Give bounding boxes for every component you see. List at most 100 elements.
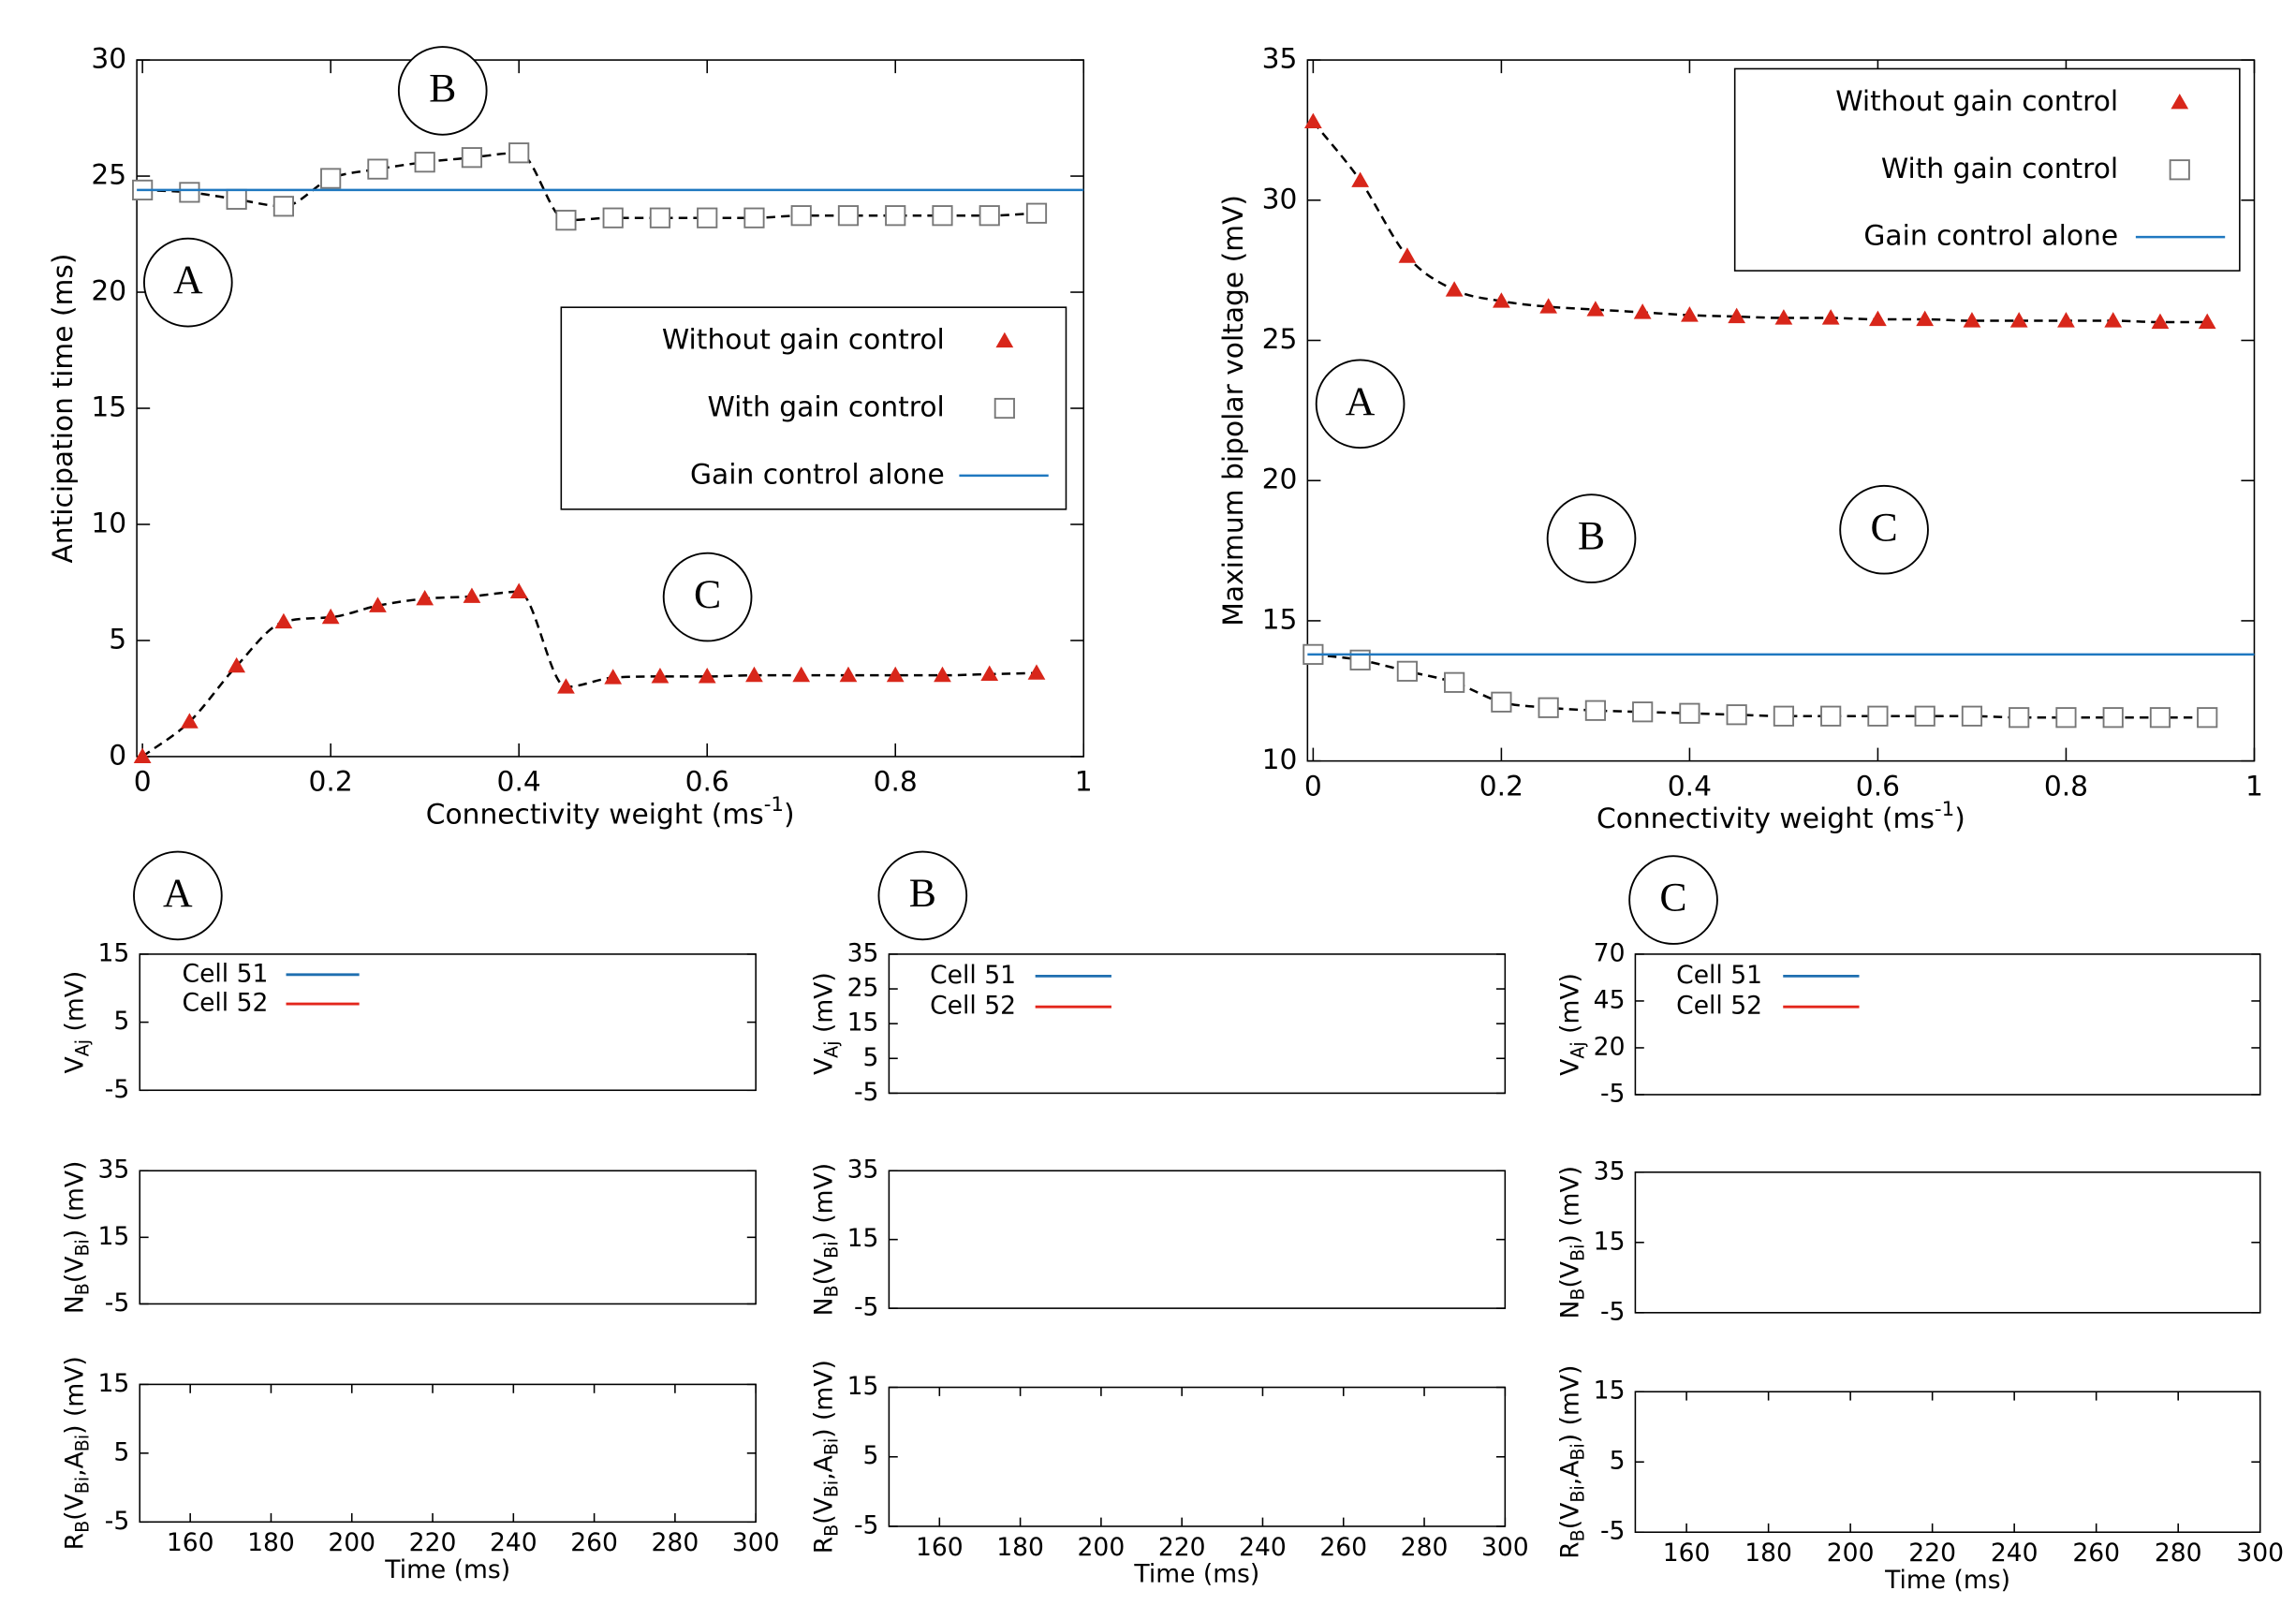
x-tick-label: 200: [1827, 1539, 1875, 1568]
y-tick-label: 45: [1594, 985, 1626, 1014]
plot-frame: [1634, 953, 2261, 1096]
legend-label: Without gain control: [662, 324, 945, 357]
legend-label: Cell 51: [930, 961, 1016, 990]
axis-label: Time (ms): [1884, 1565, 2010, 1594]
legend-label: With gain control: [1881, 153, 2118, 185]
plot-frame: [888, 1170, 1507, 1309]
legend-label: With gain control: [707, 391, 944, 424]
y-tick-label: 35: [1262, 43, 1298, 76]
label-script: Aj: [71, 1039, 93, 1056]
axis-label: VAj (mV): [1555, 973, 1588, 1076]
axis-label: Anticipation time (ms): [46, 254, 79, 564]
x-tick-label: 1: [1075, 766, 1093, 799]
label-part: V: [1555, 1059, 1584, 1076]
label-part: ) (mV): [809, 1360, 838, 1438]
fit-curve: [141, 590, 1038, 758]
plot-frame: [139, 1383, 757, 1524]
triangle-marker: [839, 666, 858, 683]
axis-label: Connectivity weight (ms-1): [426, 793, 795, 831]
x-tick-label: 280: [652, 1528, 699, 1557]
label-script: Bi: [71, 1477, 93, 1494]
legend-label: Cell 52: [1676, 992, 1762, 1021]
square-marker: [226, 188, 247, 210]
triangle-marker: [651, 668, 670, 684]
square-marker: [1961, 705, 1983, 727]
y-tick-label: -5: [1600, 1079, 1625, 1108]
label-part: Time (ms): [384, 1554, 510, 1583]
axis-label: RB(VBi,ABi) (mV): [1555, 1365, 1588, 1559]
label-part: R: [1555, 1541, 1584, 1558]
label-part: (mV): [60, 971, 89, 1039]
annotation: C: [1870, 505, 1897, 550]
y-tick-label: 15: [98, 938, 130, 967]
y-tick-label: 70: [1594, 938, 1626, 967]
x-tick-label: 0.8: [874, 766, 918, 799]
annotation-circle: [1628, 855, 1718, 945]
axis-label: Time (ms): [1133, 1559, 1259, 1588]
y-tick-label: 15: [847, 1009, 879, 1038]
y-tick-label: 15: [98, 1369, 130, 1398]
triangle-marker: [1539, 298, 1558, 314]
axis-label: Connectivity weight (ms-1): [1597, 798, 1965, 835]
square-marker: [1867, 705, 1889, 727]
label-script: Bi: [1567, 1244, 1588, 1261]
x-tick-label: 200: [328, 1528, 375, 1557]
label-part: ,A: [809, 1455, 838, 1480]
triangle-marker: [1821, 309, 1840, 325]
y-tick-label: 20: [1594, 1032, 1626, 1061]
triangle-marker: [509, 582, 528, 598]
plot-frame: [1634, 1391, 2261, 1534]
triangle-marker: [416, 589, 434, 606]
x-tick-label: 200: [1078, 1533, 1126, 1562]
label-part: ): [784, 798, 795, 831]
label-script: Bi: [820, 1438, 842, 1455]
y-tick-label: 35: [98, 1156, 130, 1185]
legend-label: Cell 51: [183, 959, 269, 988]
x-tick-label: 0.4: [1668, 770, 1712, 803]
triangle-marker: [2151, 313, 2170, 330]
axis-label: RB(VBi,ABi) (mV): [60, 1356, 93, 1550]
square-marker: [2055, 707, 2077, 729]
triangle-marker: [604, 669, 623, 685]
triangle-marker: [2104, 312, 2123, 328]
x-tick-label: 0.6: [1856, 770, 1900, 803]
triangle-marker: [1728, 307, 1746, 324]
label-script: Bi: [71, 1239, 93, 1256]
label-script: Bi: [1567, 1485, 1588, 1502]
square-marker: [2197, 707, 2218, 729]
y-tick-label: -5: [105, 1289, 129, 1318]
triangle-marker: [1445, 281, 1464, 297]
y-tick-label: 35: [1594, 1156, 1626, 1186]
triangle-marker: [181, 713, 199, 729]
y-tick-label: -5: [1600, 1297, 1625, 1326]
label-part: V: [60, 1056, 89, 1073]
x-tick-label: 0: [134, 766, 152, 799]
y-tick-label: 15: [1594, 1377, 1626, 1406]
label-part: Connectivity weight (ms: [1597, 803, 1935, 835]
label-script: Bi: [71, 1435, 93, 1451]
square-marker: [414, 152, 435, 173]
square-marker: [1726, 704, 1747, 726]
square-marker: [1025, 202, 1048, 224]
triangle-marker: [228, 656, 246, 673]
y-tick-label: 5: [109, 623, 126, 655]
y-tick-label: 15: [98, 1222, 130, 1251]
label-script: Bi: [820, 1480, 842, 1497]
legend-label: Cell 51: [1676, 961, 1762, 990]
square-marker: [1773, 705, 1795, 727]
square-marker: [649, 207, 671, 228]
square-marker: [885, 205, 906, 227]
y-tick-label: 5: [113, 1437, 129, 1466]
y-tick-label: 10: [91, 507, 126, 539]
label-part: (mV): [809, 972, 838, 1040]
triangle-marker: [321, 608, 340, 625]
annotation: B: [429, 66, 456, 111]
y-tick-label: 0: [109, 739, 126, 772]
square-marker: [1584, 700, 1606, 721]
triangle-marker: [2009, 312, 2028, 328]
axis-label: RB(VBi,ABi) (mV): [809, 1360, 842, 1554]
y-tick-label: 15: [1262, 603, 1298, 636]
y-tick-label: 30: [1262, 183, 1298, 215]
legend-label: Cell 52: [183, 989, 269, 1018]
label-part: (V: [1555, 1503, 1584, 1530]
